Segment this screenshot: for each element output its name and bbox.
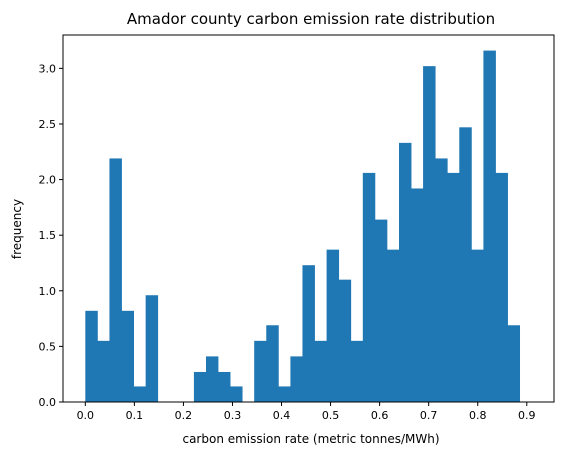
histogram-bar bbox=[85, 310, 98, 402]
x-tick-label: 0.5 bbox=[322, 409, 340, 422]
x-tick-label: 0.9 bbox=[518, 409, 536, 422]
y-tick-label: 2.5 bbox=[39, 118, 57, 131]
x-axis-ticks: 0.0 0.1 0.2 0.3 0.4 0.5 0.6 0.7 0.8 0.9 bbox=[77, 402, 536, 422]
x-tick-label: 0.0 bbox=[77, 409, 95, 422]
histogram-bar bbox=[193, 371, 207, 402]
x-axis-label: carbon emission rate (metric tonnes/MWh) bbox=[182, 432, 439, 446]
y-tick-label: 1.0 bbox=[39, 285, 57, 298]
histogram-bar bbox=[398, 142, 412, 402]
plot-frame bbox=[62, 34, 555, 403]
histogram-bar bbox=[423, 66, 436, 402]
histogram-bar bbox=[205, 356, 219, 402]
x-tick-label: 0.7 bbox=[420, 409, 438, 422]
histogram-bar bbox=[133, 386, 147, 402]
x-tick-label: 0.6 bbox=[371, 409, 389, 422]
histogram-bar bbox=[483, 50, 496, 402]
y-tick-label: 2.0 bbox=[39, 174, 57, 187]
histogram-bar bbox=[362, 172, 376, 402]
histogram-bar bbox=[218, 371, 231, 402]
y-tick-label: 0.0 bbox=[39, 396, 57, 409]
chart-title: Amador county carbon emission rate distr… bbox=[127, 10, 495, 28]
histogram-bar bbox=[435, 158, 448, 402]
histogram-bar bbox=[290, 356, 303, 402]
x-tick-label: 0.8 bbox=[469, 409, 487, 422]
x-tick-label: 0.4 bbox=[273, 409, 291, 422]
histogram-bar bbox=[459, 127, 472, 402]
histogram-bar bbox=[145, 295, 159, 402]
x-tick-label: 0.2 bbox=[175, 409, 193, 422]
y-tick-label: 0.5 bbox=[39, 340, 57, 353]
x-tick-label: 0.1 bbox=[126, 409, 144, 422]
y-axis-label: frequency bbox=[10, 199, 24, 259]
histogram-bar bbox=[411, 188, 424, 402]
histogram-bar bbox=[230, 386, 243, 402]
histogram-bar bbox=[471, 249, 484, 402]
histogram-bar bbox=[302, 265, 315, 402]
histogram-bar bbox=[447, 172, 460, 402]
y-axis-ticks: 0.0 0.5 1.0 1.5 2.0 2.5 3.0 bbox=[39, 62, 63, 409]
histogram-bar bbox=[350, 340, 364, 402]
histogram-bar bbox=[121, 310, 134, 402]
histogram-bar bbox=[109, 158, 122, 402]
histogram-bar bbox=[254, 340, 267, 402]
histogram-bar bbox=[386, 249, 400, 402]
histogram-bar bbox=[97, 340, 110, 402]
histogram-bar bbox=[278, 386, 291, 402]
histogram-bar bbox=[495, 172, 508, 402]
y-tick-label: 1.5 bbox=[39, 229, 57, 242]
histogram-bar bbox=[507, 325, 521, 402]
histogram-bar bbox=[266, 325, 279, 402]
histogram-bar bbox=[314, 340, 327, 402]
histogram-bar bbox=[326, 249, 340, 402]
x-tick-label: 0.3 bbox=[224, 409, 242, 422]
histogram-bar bbox=[338, 279, 352, 402]
histogram-bar bbox=[374, 219, 388, 402]
y-tick-label: 3.0 bbox=[39, 62, 57, 75]
bars-group bbox=[85, 50, 521, 402]
